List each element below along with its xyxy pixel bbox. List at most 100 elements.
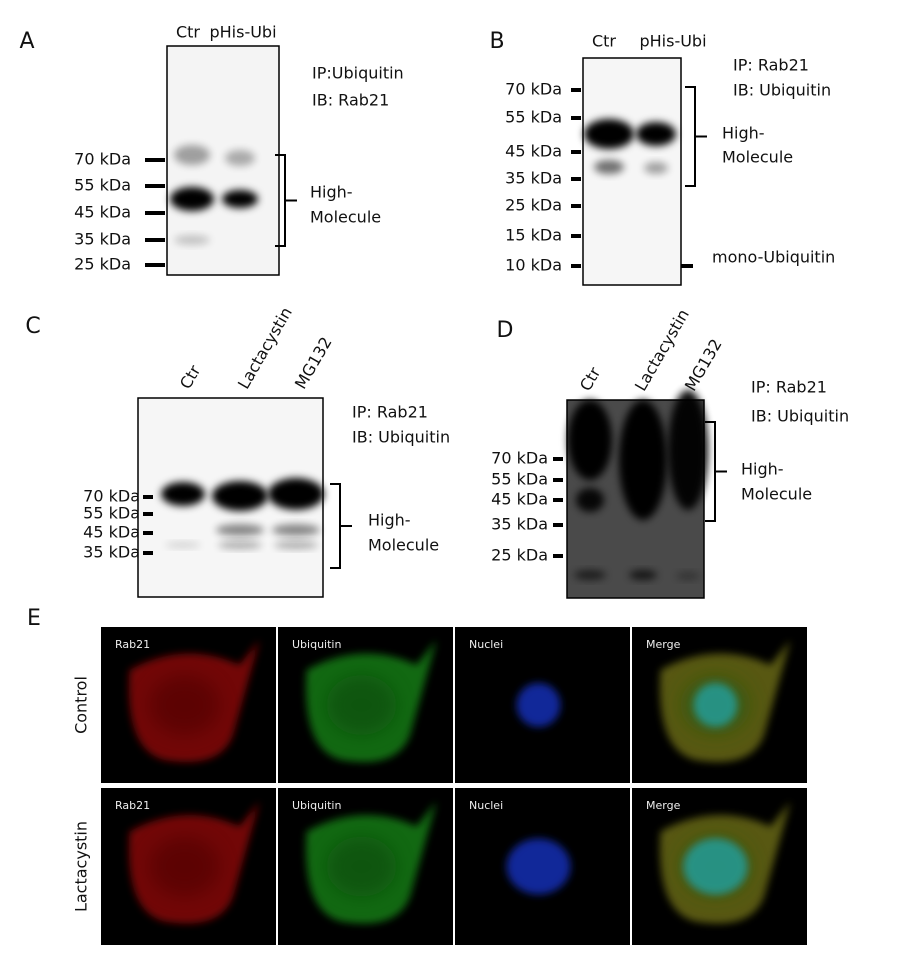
panel-letter: D: [497, 318, 514, 343]
blot-panel: B Ctr pHis-Ubi 70 kDa 55 kDa 45 kDa 35 kDa 25 k…: [489, 29, 835, 286]
lane-label: Lactacystin: [234, 304, 296, 392]
marker-label: 15 kDa: [505, 226, 562, 245]
band: [216, 524, 264, 536]
micrograph: Ubiquitin: [278, 627, 453, 783]
marker-label: 45 kDa: [83, 523, 140, 542]
micrograph: Merge: [632, 788, 807, 945]
marker-label: 25 kDa: [491, 546, 548, 565]
cell-core: [326, 836, 397, 897]
marker-label: 55 kDa: [74, 176, 131, 195]
channel-label: Nuclei: [469, 638, 503, 651]
ip-label: IP:Ubiquitin: [312, 64, 404, 83]
lane-label: Ctr: [592, 32, 616, 51]
band: [222, 190, 258, 208]
blot-frame: [137, 397, 324, 598]
band: [268, 478, 324, 510]
band: [584, 119, 634, 149]
band: [574, 570, 606, 580]
micrograph: Merge: [632, 627, 807, 783]
lane-label: Ctr: [176, 23, 200, 42]
band: [576, 488, 604, 512]
lane-label: pHis-Ubi: [209, 23, 276, 42]
channel-label: Rab21: [115, 799, 150, 812]
band: [218, 541, 262, 549]
bracket: [275, 154, 297, 247]
channel-label: Ubiquitin: [292, 799, 341, 812]
micrograph: Rab21: [101, 788, 276, 945]
marker-label: 55 kDa: [491, 470, 548, 489]
panel-letter: B: [489, 29, 504, 54]
channel-label: Merge: [646, 799, 681, 812]
marker-label: 35 kDa: [74, 230, 131, 249]
bracket: [330, 483, 352, 569]
band: [636, 122, 676, 146]
panel-letter: C: [25, 314, 40, 339]
ib-label: IB: Ubiquitin: [751, 407, 849, 426]
band: [170, 187, 214, 211]
blot-frame: [166, 45, 280, 276]
band: [668, 390, 708, 510]
marker-label: 70 kDa: [83, 487, 140, 506]
bracket-label: High-: [310, 183, 353, 202]
band: [594, 160, 624, 174]
blot-panel: A Ctr pHis-Ubi 70 kDa 55 kDa 45 kDa 35 kDa 25 k…: [19, 23, 404, 276]
band: [225, 150, 255, 166]
band: [161, 482, 205, 506]
band: [174, 145, 210, 165]
marker-label: 10 kDa: [505, 256, 562, 275]
row-label: Lactacystin: [72, 821, 91, 912]
micrograph: Ubiquitin: [278, 788, 453, 945]
band: [165, 542, 201, 548]
band: [568, 400, 612, 480]
nucleus: [693, 683, 738, 727]
marker-label: 35 kDa: [505, 169, 562, 188]
marker-label: 45 kDa: [491, 490, 548, 509]
bracket: [685, 86, 707, 187]
band: [644, 162, 668, 174]
channel-label: Nuclei: [469, 799, 503, 812]
marker-label: 70 kDa: [74, 150, 131, 169]
band: [272, 524, 320, 536]
micrograph: Nuclei: [455, 788, 630, 945]
band: [274, 541, 318, 549]
lane-label: Ctr: [576, 364, 605, 395]
nucleus: [683, 838, 748, 895]
bracket-label: High-: [741, 460, 784, 479]
bracket-label: Molecule: [368, 536, 439, 555]
marker-label: 25 kDa: [74, 255, 131, 274]
marker-label: 35 kDa: [491, 515, 548, 534]
marker-label: 70 kDa: [505, 80, 562, 99]
micrograph: Nuclei: [455, 627, 630, 783]
bracket-label: High-: [368, 511, 411, 530]
blot-frame: [566, 399, 705, 599]
panel-letter: E: [27, 606, 41, 631]
marker-label: 25 kDa: [505, 196, 562, 215]
marker-label: 35 kDa: [83, 543, 140, 562]
band: [174, 235, 210, 245]
cell-core: [326, 675, 397, 735]
bracket-label: High-: [722, 124, 765, 143]
lane-label: Ctr: [176, 362, 205, 393]
lane-label: MG132: [291, 334, 336, 393]
nucleus: [506, 838, 571, 895]
ip-label: IP: Rab21: [352, 403, 428, 422]
lane-label: MG132: [681, 336, 726, 395]
lane-label: pHis-Ubi: [639, 32, 706, 51]
bracket-label: Molecule: [722, 148, 793, 167]
band: [629, 570, 657, 580]
nucleus: [516, 683, 561, 727]
ib-label: IB: Rab21: [312, 91, 389, 110]
panel-letter: A: [19, 29, 34, 54]
ib-label: IB: Ubiquitin: [352, 428, 450, 447]
ip-label: IP: Rab21: [751, 378, 827, 397]
row-label: Control: [72, 676, 91, 734]
marker-label: 45 kDa: [505, 142, 562, 161]
marker-label: 70 kDa: [491, 449, 548, 468]
channel-label: Rab21: [115, 638, 150, 651]
ip-label: IP: Rab21: [733, 56, 809, 75]
band: [676, 572, 700, 580]
band: [619, 400, 667, 520]
